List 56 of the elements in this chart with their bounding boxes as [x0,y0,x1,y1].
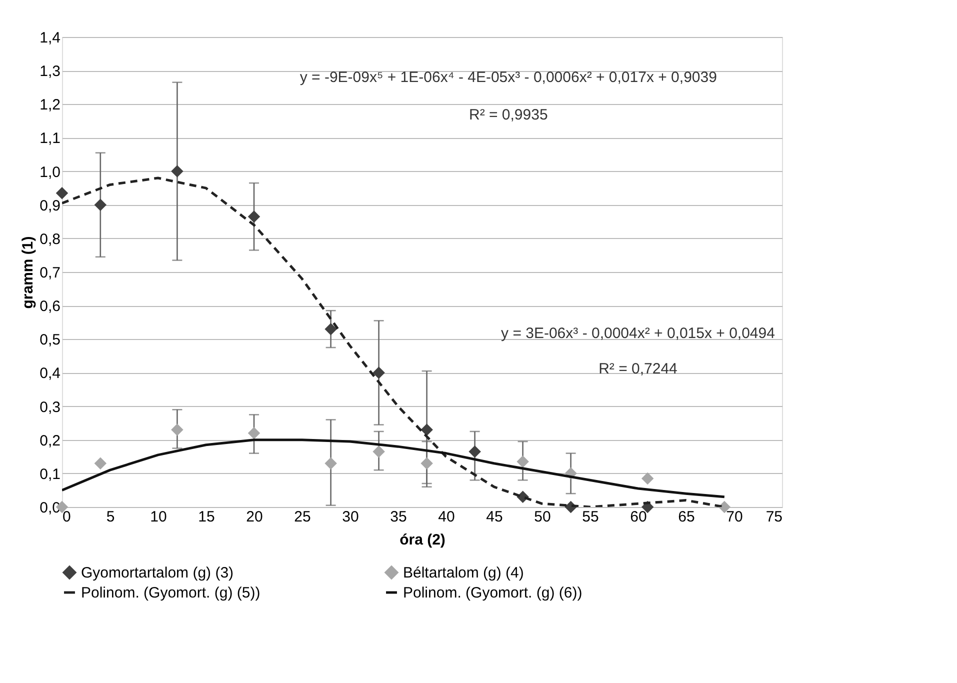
annotation: y = 3E-06x³ - 0,0004x² + 0,015x + 0,0494 [501,325,775,342]
annotation: y = -9E-09x⁵ + 1E-06x⁴ - 4E-05x³ - 0,0006x² + 0,017x + 0,9039 [300,68,717,86]
legend-label: Polinom. (Gyomort. (g) (6)) [403,584,582,602]
x-tick-label: 10 [150,508,167,526]
x-tick-label: 25 [294,508,311,526]
point [324,457,337,470]
y-tick-label: 1,4 [40,30,60,46]
point [94,198,107,211]
x-tick-label: 40 [438,508,455,526]
y-tick-label: 0,3 [40,398,60,416]
x-tick-label: 0 [62,508,71,526]
annotation: R² = 0,7244 [598,360,678,378]
x-tick-label: 5 [106,508,115,526]
x-tick-label: 75 [766,508,782,526]
point [420,424,433,436]
y-tick-label: 1,2 [40,96,60,114]
point [372,366,385,379]
point [372,445,385,458]
x-tick-label: 35 [390,508,407,526]
y-tick-label: 0,1 [40,466,60,483]
x-tick-label: 60 [630,508,647,526]
point [171,424,184,436]
x-tick-label: 45 [486,508,503,526]
x-tick-label: 70 [726,508,743,526]
point [171,165,184,178]
x-tick-label: 50 [534,508,551,526]
y-tick-label: 0,6 [40,298,60,316]
x-tick-label: 65 [678,508,695,526]
legend-label: Polinom. (Gyomort. (g) (5)) [81,584,260,602]
x-tick-label: 55 [582,508,599,526]
annotation: R² = 0,9935 [468,106,548,124]
y-tick-label: 1,1 [40,130,60,148]
point [324,322,337,336]
point [248,210,260,223]
point [420,457,433,470]
y-tick-label: 0,8 [40,230,60,248]
y-tick-label: 1,3 [40,63,60,80]
point [248,427,260,440]
point [516,456,529,468]
point [56,186,68,200]
legend-label: Gyomortartalom (g) (3) [81,564,234,582]
x-tick-label: 30 [342,508,359,526]
y-tick-label: 0,9 [40,197,60,214]
y-tick-label: 0,5 [40,332,60,349]
y-tick-label: 0,2 [40,432,60,450]
point [94,457,107,470]
x-tick-label: 15 [198,508,215,526]
y-axis-title: gramm (1) [20,236,37,309]
y-tick-label: 1,0 [40,164,60,181]
legend-label: Béltartalom (g) (4) [403,564,524,582]
point [468,445,481,458]
x-axis-title: óra (2) [400,532,446,548]
x-tick-label: 20 [246,508,263,526]
y-tick-label: 0,7 [40,264,60,282]
y-tick-label: 0,4 [40,365,60,382]
point [641,472,654,485]
